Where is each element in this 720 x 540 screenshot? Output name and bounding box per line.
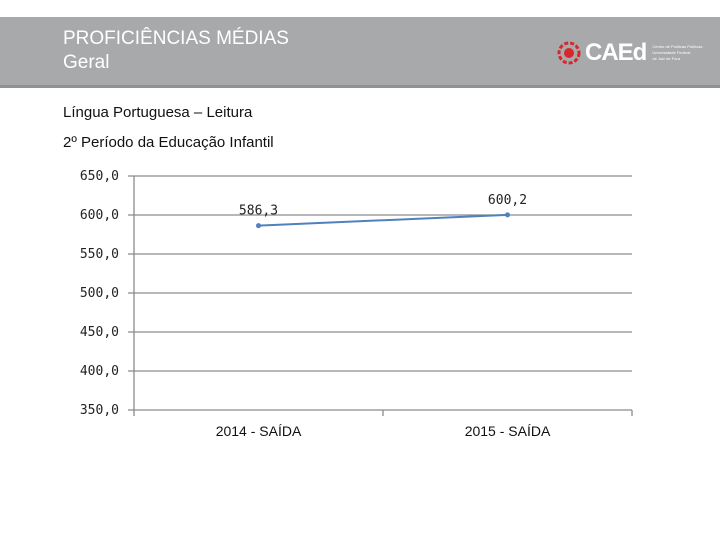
y-tick-label: 650,0 [80,169,119,184]
logo-tagline: Centro de Políticas Públicas Universidad… [652,44,702,62]
header-band [0,17,720,87]
data-label: 600,2 [488,193,527,208]
series-line [258,213,508,227]
logo-wordmark: CAEd [585,39,647,66]
x-category-label: 2014 - SAÍDA [216,423,302,439]
y-tick-label: 550,0 [80,247,119,262]
period-heading: 2º Período da Educação Infantil [63,134,274,151]
y-tick-label: 600,0 [80,208,119,223]
y-tick-label: 450,0 [80,325,119,340]
x-category-label: 2015 - SAÍDA [465,423,551,439]
data-point [256,223,261,229]
y-tick-label: 500,0 [80,286,119,301]
logo-tagline-line: Universidade Federal [652,50,691,55]
y-tick-label: 350,0 [80,403,119,418]
subject-heading: Língua Portuguesa – Leitura [63,104,253,121]
page-title: PROFICIÊNCIAS MÉDIAS Geral [63,27,289,75]
logo-tagline-line: de Juiz de Fora [652,56,680,61]
title-line-1: PROFICIÊNCIAS MÉDIAS [63,28,289,49]
y-tick-label: 400,0 [80,364,119,379]
data-point [505,212,510,218]
caed-logo: CAEd Centro de Políticas Públicas Univer… [557,38,707,68]
title-line-2: Geral [63,52,110,73]
data-label: 586,3 [239,204,278,219]
caed-logo-icon [557,41,581,65]
logo-tagline-line: Centro de Políticas Públicas [652,44,703,49]
header-strip [0,85,720,88]
